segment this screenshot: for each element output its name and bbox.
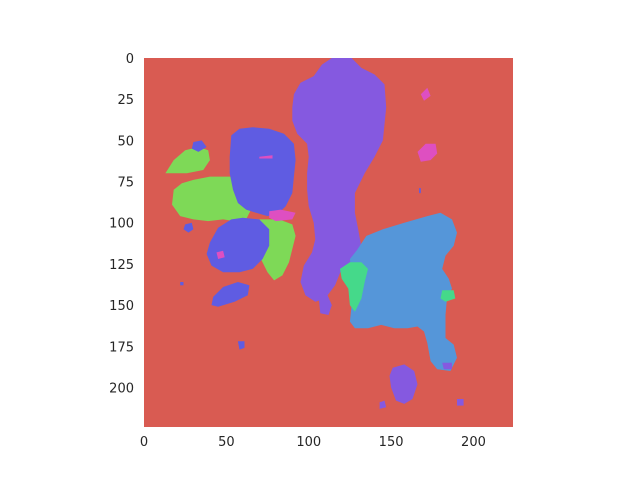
region-indigo-11 xyxy=(180,282,184,286)
region-indigo-9 xyxy=(191,140,207,152)
y-tick-label: 150 xyxy=(109,299,134,314)
x-tick-label: 0 xyxy=(140,435,148,450)
x-tick-label: 150 xyxy=(379,435,404,450)
y-axis: 0 25 50 75 100 125 150 175 200 xyxy=(109,52,134,396)
x-tick-label: 200 xyxy=(461,435,486,450)
y-tick-label: 100 xyxy=(109,217,134,232)
region-indigo-10 xyxy=(183,222,194,233)
region-indigo-12 xyxy=(419,188,421,194)
region-magenta-22 xyxy=(269,209,296,222)
region-violet-17 xyxy=(379,400,387,409)
region-magenta-20 xyxy=(417,143,438,162)
y-tick-label: 0 xyxy=(126,52,134,67)
region-magenta-24 xyxy=(216,250,225,259)
region-blue-13 xyxy=(349,212,457,371)
x-tick-label: 50 xyxy=(218,435,235,450)
region-violet-18 xyxy=(442,362,452,370)
region-violet-1 xyxy=(318,293,332,315)
region-violet-19 xyxy=(457,399,464,406)
region-violet-0 xyxy=(292,58,387,302)
region-teal-15 xyxy=(440,290,456,302)
region-magenta-23 xyxy=(259,155,273,159)
x-axis: 0 50 100 150 200 xyxy=(140,435,486,450)
y-tick-label: 125 xyxy=(109,258,134,273)
class-regions xyxy=(165,58,464,409)
region-indigo-7 xyxy=(211,282,250,307)
region-magenta-21 xyxy=(420,87,431,101)
y-tick-label: 175 xyxy=(109,340,134,355)
region-green-2 xyxy=(165,147,210,174)
x-tick-label: 100 xyxy=(296,435,321,450)
y-tick-label: 75 xyxy=(117,176,134,191)
y-tick-label: 25 xyxy=(117,93,134,108)
region-indigo-8 xyxy=(237,341,245,350)
region-indigo-5 xyxy=(229,127,296,217)
y-tick-label: 50 xyxy=(117,134,134,149)
region-teal-14 xyxy=(340,262,368,312)
y-tick-label: 200 xyxy=(109,381,134,396)
region-indigo-6 xyxy=(206,217,270,273)
region-violet-16 xyxy=(389,364,418,404)
